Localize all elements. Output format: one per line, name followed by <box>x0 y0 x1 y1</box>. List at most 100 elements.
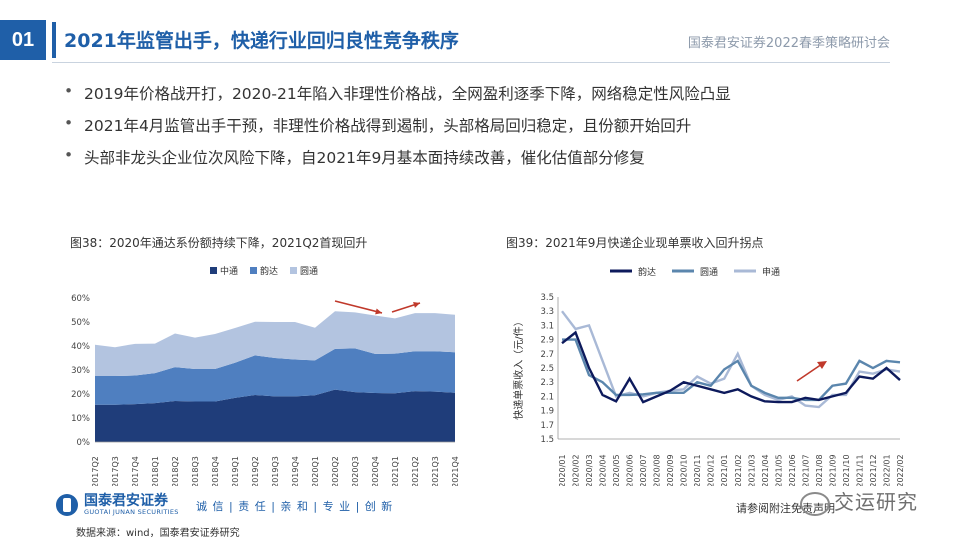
x-tick-label: 2021/09 <box>828 454 837 486</box>
y-tick-label: 2.1 <box>540 392 554 402</box>
company-logo: 国泰君安证券 GUOTAI JUNAN SECURITIES <box>56 494 179 516</box>
legend-swatch <box>210 267 217 274</box>
x-tick-label: 2021Q2 <box>411 456 420 486</box>
x-tick-label: 2021/01 <box>720 454 729 486</box>
logo-icon <box>56 494 78 516</box>
line-series-圆通 <box>562 338 901 402</box>
x-tick-label: 2020/09 <box>666 454 675 486</box>
company-slogan: 诚 信 | 责 任 | 亲 和 | 专 业 | 创 新 <box>196 500 394 513</box>
logo-name-en: GUOTAI JUNAN SECURITIES <box>84 508 179 516</box>
wechat-icon <box>800 492 830 516</box>
x-tick-label: 2020/11 <box>693 454 702 486</box>
x-tick-label: 2018Q4 <box>211 456 220 486</box>
bullet-list: 2019年价格战开打，2020-21年陷入非理性价格战，全网盈利逐季下降，网络稳… <box>60 82 731 178</box>
x-tick-label: 2020/07 <box>639 454 648 486</box>
x-tick-label: 2021/06 <box>788 454 797 486</box>
y-tick-label: 2.5 <box>540 364 554 374</box>
trend-down-arrow <box>334 300 383 314</box>
legend-swatch <box>250 267 257 274</box>
x-tick-label: 2019Q4 <box>291 456 300 486</box>
y-tick-label: 3.3 <box>540 307 554 317</box>
x-tick-label: 2020/10 <box>680 454 689 486</box>
conference-name: 国泰君安证券2022春季策略研讨会 <box>687 36 890 51</box>
y-tick-label: 50% <box>71 318 90 328</box>
watermark: 交运研究 <box>834 490 918 514</box>
y-axis-label: 快递单票收入（元/件） <box>512 316 525 419</box>
slide-title: 2021年监管出手，快递行业回归良性竞争秩序 <box>64 30 459 52</box>
title-accent-bar <box>52 22 56 58</box>
legend-label: 圆通 <box>700 267 718 278</box>
x-tick-label: 2020Q3 <box>351 456 360 486</box>
y-tick-label: 20% <box>71 390 90 400</box>
header-divider <box>52 62 890 63</box>
x-tick-label: 2022/01 <box>882 454 891 486</box>
x-tick-label: 2020/03 <box>585 454 594 486</box>
y-tick-label: 1.9 <box>540 407 554 417</box>
revenue-per-parcel-line-chart: 1.5 1.7 1.9 2.1 2.3 2.5 2.7 2.9 3.1 3.3 3.5 快递单票收入（… <box>512 266 905 486</box>
y-tick-label: 1.7 <box>540 421 554 431</box>
y-tick-label: 1.5 <box>540 435 554 445</box>
x-tick-label: 2020/02 <box>572 454 581 486</box>
x-tick-label: 2018Q1 <box>151 456 160 486</box>
bullet-item: 2021年4月监管出手干预，非理性价格战得到遏制，头部格局回归稳定，且份额开始回… <box>60 114 731 136</box>
area-series-韵达 <box>95 348 455 405</box>
x-tick-label: 2021/04 <box>761 454 770 486</box>
slide-number: 01 <box>0 20 46 60</box>
y-tick-label: 2.9 <box>540 336 554 346</box>
y-tick-label: 3.5 <box>540 293 554 303</box>
legend-label: 韵达 <box>260 265 278 277</box>
y-tick-label: 3.1 <box>540 321 554 331</box>
x-tick-label: 2020Q1 <box>311 456 320 486</box>
trend-down-arrow-head <box>375 308 382 315</box>
legend-label: 中通 <box>220 265 238 277</box>
x-tick-label: 2021/07 <box>801 454 810 486</box>
y-tick-label: 30% <box>71 366 90 376</box>
x-tick-label: 2019Q2 <box>251 456 260 486</box>
y-tick-label: 60% <box>71 294 90 304</box>
figure-39-title: 图39：2021年9月快递企业现单票收入回升拐点 <box>506 236 764 250</box>
x-tick-label: 2020/12 <box>707 454 716 486</box>
x-tick-label: 2020/01 <box>558 454 567 486</box>
legend-label: 申通 <box>762 266 780 278</box>
x-tick-label: 2018Q3 <box>191 456 200 486</box>
x-tick-label: 2021/05 <box>774 454 783 486</box>
logo-name-cn: 国泰君安证券 <box>84 493 168 509</box>
line-series-韵达 <box>561 330 901 404</box>
y-tick-label: 10% <box>71 414 90 424</box>
x-tick-label: 2019Q3 <box>271 456 280 486</box>
trend-up-arrow-head <box>817 361 827 369</box>
y-tick-label: 40% <box>71 342 90 352</box>
x-tick-label: 2021Q1 <box>391 456 400 486</box>
market-share-area-chart: 0% 10% 20% 30% 40% 50% 60% 2017Q2 2017Q3 2017Q4 20… <box>71 265 460 486</box>
x-tick-label: 2020Q4 <box>371 456 380 486</box>
x-tick-label: 2017Q3 <box>111 456 120 486</box>
legend-swatch <box>290 267 297 274</box>
data-source: 数据来源：wind，国泰君安证券研究 <box>76 528 240 539</box>
trend-up-arrow-head <box>413 302 420 308</box>
trend-up-arrow <box>796 363 823 382</box>
x-tick-label: 2021/11 <box>855 454 864 486</box>
x-tick-label: 2017Q2 <box>91 456 100 486</box>
x-tick-label: 2017Q4 <box>131 456 140 486</box>
x-tick-label: 2021/03 <box>747 454 756 486</box>
y-tick-label: 2.3 <box>540 378 554 388</box>
x-tick-label: 2019Q1 <box>231 456 240 486</box>
y-tick-label: 0% <box>77 438 91 448</box>
legend-label: 韵达 <box>638 266 656 278</box>
area-series-圆通 <box>95 311 455 376</box>
x-tick-label: 2021Q3 <box>431 456 440 486</box>
bullet-item: 2019年价格战开打，2020-21年陷入非理性价格战，全网盈利逐季下降，网络稳… <box>60 82 731 104</box>
bullet-item: 头部非龙头企业位次风险下降，自2021年9月基本面持续改善，催化估值部分修复 <box>60 146 731 168</box>
x-tick-label: 2020/04 <box>599 454 608 486</box>
x-tick-label: 2021/10 <box>842 454 851 486</box>
figure-38-title: 图38：2020年通达系份额持续下降，2021Q2首现回升 <box>70 236 368 250</box>
legend-label: 圆通 <box>300 266 318 277</box>
area-series-中通 <box>95 389 455 442</box>
x-tick-label: 2022/02 <box>896 454 905 486</box>
x-tick-label: 2018Q2 <box>171 456 180 486</box>
x-tick-label: 2020/05 <box>612 454 621 486</box>
x-tick-label: 2020Q2 <box>331 456 340 486</box>
y-tick-label: 2.7 <box>540 350 554 360</box>
x-tick-label: 2020/08 <box>653 454 662 486</box>
x-tick-label: 2021/02 <box>734 454 743 486</box>
